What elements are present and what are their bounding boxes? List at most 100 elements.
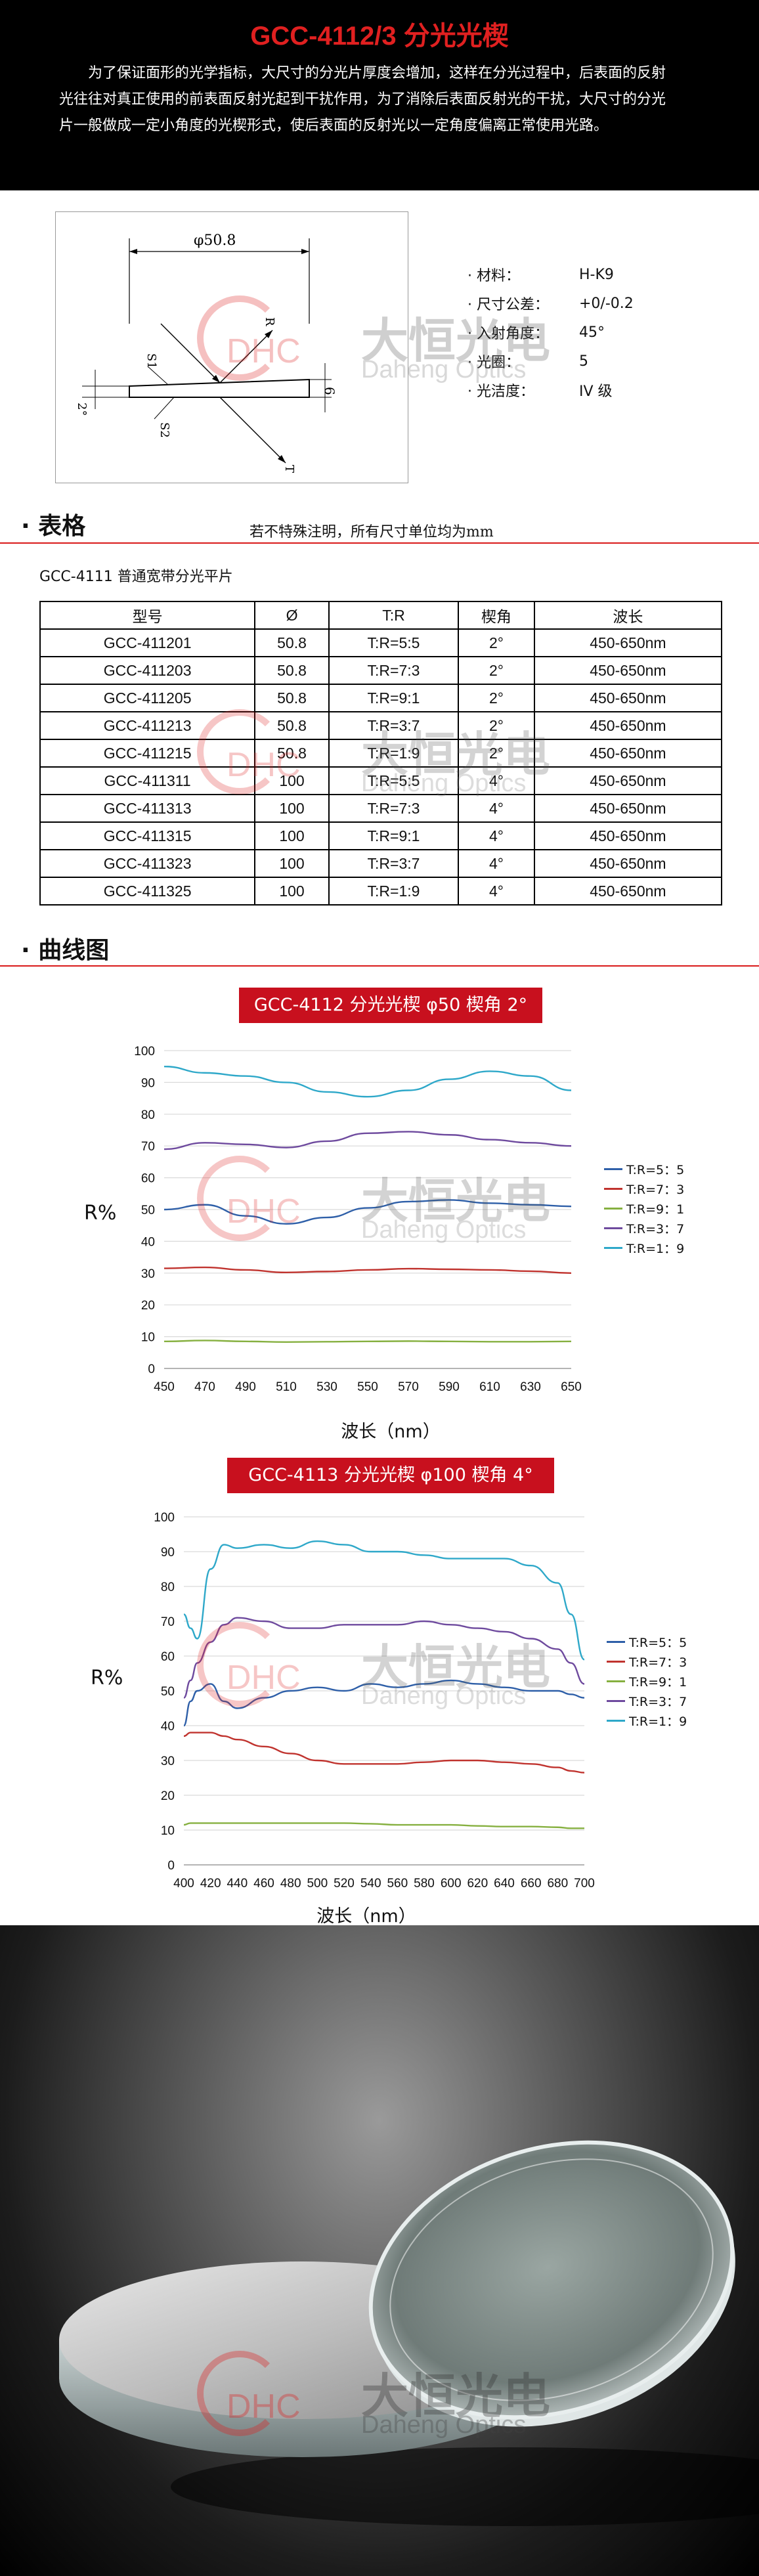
series-line [183,1540,585,1661]
legend-label: T:R=3：7 [629,1694,687,1709]
table-row: GCC-411323 100 T:R=3:7 4° 450-650nm [39,849,723,878]
r-label: R [263,317,276,326]
chart2-title: GCC-4113 分光光楔 φ100 楔角 4° [227,1458,554,1493]
x-tick-label: 420 [200,1877,221,1890]
table-section-title: · 表格 [21,513,86,540]
x-tick-label: 650 [561,1380,582,1392]
intro-paragraph: 为了保证面形的光学指标，大尺寸的分光片厚度会增加，这样在分光过程中，后表面的反射… [59,65,666,134]
table-row: GCC-411205 50.8 T:R=9:1 2° 450-650nm [39,684,723,712]
page-title: GCC-4112/3 分光光楔 [250,22,509,51]
spec-section: φ50.8 6 2° S1 S2 [0,190,759,499]
table-row: GCC-411201 50.8 T:R=5:5 2° 450-650nm [39,628,723,657]
chart1-legend: T:R=5：5 T:R=7：3 T:R=9：1 T:R=3：7 T:R=1：9 [604,1161,703,1266]
spec-row-aperture: · 光圈： 5 [467,353,588,372]
legend-item: T:R=3：7 [604,1220,684,1236]
spec-list: · 材料： H-K9 · 尺寸公差： +0/-0.2 · 入射角度： 45° · 光圈… [467,260,730,404]
legend-swatch [607,1680,625,1682]
x-tick-label: 500 [307,1877,328,1890]
col-wedge: 楔角 [458,601,535,630]
legend-label: T:R=7：3 [626,1182,685,1197]
chart1-xlabel: 波长（nm） [341,1422,441,1442]
x-tick-label: 600 [441,1877,462,1890]
table-row: GCC-411311 100 T:R=5:5 4° 450-650nm [39,766,723,795]
legend-swatch [607,1660,625,1663]
table-divider [0,542,759,544]
x-tick-label: 590 [439,1380,460,1392]
y-tick-label: 80 [161,1581,175,1594]
header-banner: GCC-4112/3 分光光楔 为了保证面形的光学指标，大尺寸的分光片厚度会增加… [0,0,759,190]
y-tick-label: 70 [141,1140,155,1154]
chart2-plot: 0 10 20 30 40 50 60 70 80 90 100 400 420 440 460 480 500… [154,1511,595,1890]
col-ratio: T:R [328,601,460,630]
thickness-label: 6 [322,387,337,395]
series-line [183,1732,585,1774]
chart2-legend: T:R=5：5 T:R=7：3 T:R=9：1 T:R=3：7 T:R=1：9 [607,1634,705,1739]
col-model: 型号 [39,601,256,630]
legend-label: T:R=5：5 [629,1635,687,1650]
series-line [183,1679,585,1727]
y-tick-label: 70 [161,1615,175,1629]
t-label: T [282,465,296,473]
legend-label: T:R=1：9 [626,1241,685,1256]
x-tick-label: 510 [276,1380,297,1392]
legend-swatch [607,1640,625,1643]
y-tick-label: 30 [161,1755,175,1768]
legend-swatch [604,1168,622,1170]
legend-label: T:R=5：5 [626,1162,685,1177]
table-row: GCC-411215 50.8 T:R=1:9 2° 450-650nm [39,739,723,768]
legend-label: T:R=3：7 [626,1221,685,1236]
chart2-ylabel: R% [91,1667,123,1690]
y-tick-label: 0 [148,1363,155,1376]
legend-item: T:R=7：3 [607,1653,687,1670]
curve-section-title: · 曲线图 [21,937,110,964]
x-tick-label: 610 [479,1380,500,1392]
x-tick-label: 460 [253,1877,274,1890]
chart1-ylabel: R% [84,1202,117,1225]
x-tick-label: 530 [316,1380,337,1392]
y-tick-label: 100 [134,1045,155,1059]
legend-swatch [604,1227,622,1229]
s1-label: S1 [144,353,158,369]
series-line [163,1066,572,1098]
series-line [163,1340,572,1343]
legend-item: T:R=9：1 [607,1673,687,1690]
spec-row-incidence: · 入射角度： 45° [467,324,605,343]
table-row: GCC-411325 100 T:R=1:9 4° 450-650nm [39,877,723,906]
table-row: GCC-411213 50.8 T:R=3:7 2° 450-650nm [39,711,723,740]
x-tick-label: 630 [520,1380,541,1392]
x-tick-label: 580 [414,1877,435,1890]
x-tick-label: 450 [154,1380,175,1392]
angle-label: 2° [75,403,89,416]
legend-item: T:R=7：3 [604,1181,685,1197]
legend-swatch [604,1246,622,1249]
table-row: GCC-411203 50.8 T:R=7:3 2° 450-650nm [39,656,723,685]
y-tick-label: 40 [161,1720,175,1734]
legend-label: T:R=9：1 [626,1202,685,1217]
x-tick-label: 440 [227,1877,248,1890]
y-tick-label: 20 [141,1299,155,1313]
x-tick-label: 560 [387,1877,408,1890]
series-line [163,1266,572,1274]
chart2-xlabel: 波长（nm） [316,1906,416,1927]
table-note: 若不特殊注明，所有尺寸单位均为mm [249,524,494,540]
y-tick-label: 0 [167,1859,175,1873]
y-tick-label: 100 [154,1511,175,1525]
legend-item: T:R=1：9 [604,1240,685,1256]
wedge-photo-art [59,2140,759,2526]
y-tick-label: 10 [141,1331,155,1345]
x-tick-label: 660 [521,1877,542,1890]
x-tick-label: 640 [494,1877,515,1890]
legend-swatch [604,1187,622,1190]
series-line [183,1617,585,1699]
x-tick-label: 700 [574,1877,595,1890]
x-tick-label: 520 [334,1877,355,1890]
legend-label: T:R=7：3 [629,1655,687,1670]
series-line [163,1131,572,1150]
col-diameter: Ø [254,601,330,630]
y-tick-label: 50 [141,1204,155,1217]
s2-label: S2 [158,422,171,438]
y-tick-label: 80 [141,1108,155,1122]
x-tick-label: 490 [235,1380,256,1392]
x-tick-label: 550 [357,1380,378,1392]
chart1-title: GCC-4112 分光光楔 φ50 楔角 2° [239,988,542,1023]
